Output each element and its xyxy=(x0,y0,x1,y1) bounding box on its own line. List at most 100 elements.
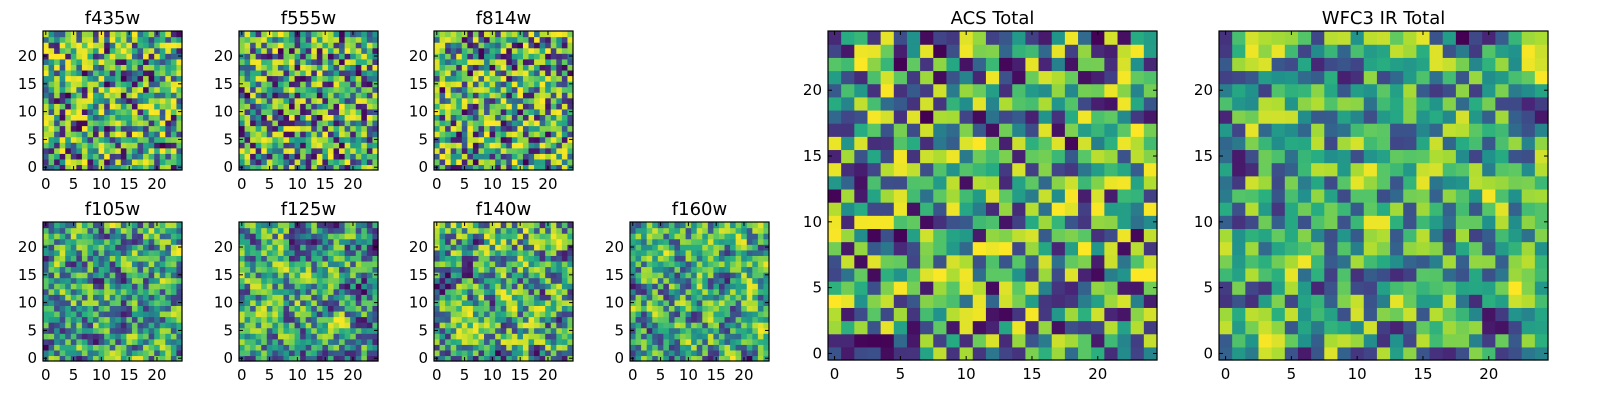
heatmap-cell xyxy=(294,327,301,334)
heatmap-cell xyxy=(439,260,446,268)
heatmap-cell xyxy=(702,238,709,245)
heatmap-cell xyxy=(70,58,77,65)
heatmap-cell xyxy=(828,202,842,216)
heatmap-cell xyxy=(300,277,307,284)
heatmap-cell xyxy=(434,294,441,301)
heatmap-cell xyxy=(333,131,340,138)
heatmap-cell xyxy=(630,316,637,323)
heatmap-cell xyxy=(495,47,502,54)
heatmap-cell xyxy=(272,355,279,362)
heatmap-cell xyxy=(311,310,318,318)
heatmap-cell xyxy=(93,97,100,104)
heatmap-cell xyxy=(511,108,518,115)
heatmap-cell xyxy=(311,92,318,99)
heatmap-cell xyxy=(1104,294,1119,308)
heatmap-cell xyxy=(255,42,262,49)
heatmap-cell xyxy=(316,283,323,290)
heatmap-cell xyxy=(266,58,273,65)
heatmap-cell xyxy=(316,305,323,312)
heatmap-cell xyxy=(511,355,518,362)
heatmap-cell xyxy=(289,299,296,306)
heatmap-cell xyxy=(327,255,335,262)
heatmap-cell xyxy=(109,355,116,362)
heatmap-cell xyxy=(495,36,502,43)
heatmap-cell xyxy=(170,158,178,166)
heatmap-cell xyxy=(154,125,161,132)
heatmap-cell xyxy=(724,338,731,345)
heatmap-cell xyxy=(327,147,335,154)
heatmap-cell xyxy=(517,108,524,115)
heatmap-cell xyxy=(556,92,563,99)
heatmap-cell xyxy=(545,131,552,138)
heatmap-cell xyxy=(1104,241,1119,256)
heatmap-cell xyxy=(159,338,166,345)
heatmap-cell xyxy=(277,255,285,262)
heatmap-cell xyxy=(165,249,172,256)
heatmap-cell xyxy=(522,103,530,110)
heatmap-cell xyxy=(506,153,513,160)
heatmap-cell xyxy=(327,355,335,362)
heatmap-cell xyxy=(467,238,474,245)
heatmap-cell xyxy=(154,233,161,240)
heatmap-cell xyxy=(339,47,346,54)
heatmap-cell xyxy=(131,310,139,318)
heatmap-cell xyxy=(1051,320,1066,335)
heatmap-cell xyxy=(81,327,89,334)
heatmap-cell xyxy=(439,108,446,115)
heatmap-cell xyxy=(500,288,507,295)
y-tick-label: 10 xyxy=(409,103,428,121)
heatmap-cell xyxy=(1078,254,1092,269)
heatmap-cell xyxy=(115,64,122,71)
heatmap-cell xyxy=(467,327,474,334)
heatmap-cell xyxy=(713,255,720,262)
heatmap-cell xyxy=(545,136,552,143)
heatmap-cell xyxy=(65,277,72,284)
heatmap-cell xyxy=(250,266,257,273)
heatmap-cell xyxy=(746,260,753,268)
heatmap-cell xyxy=(311,75,318,82)
heatmap-cell xyxy=(668,272,676,279)
heatmap-cell xyxy=(294,294,301,301)
heatmap-cell xyxy=(333,81,340,88)
heatmap-cell xyxy=(283,114,290,121)
heatmap-cell xyxy=(137,92,144,99)
heatmap-cell xyxy=(567,333,574,340)
heatmap-cell xyxy=(450,147,457,154)
heatmap-cell xyxy=(495,322,502,329)
heatmap-cell xyxy=(550,69,557,77)
heatmap-cell xyxy=(635,310,642,318)
heatmap-cell xyxy=(539,238,546,245)
heatmap-cell xyxy=(445,227,452,234)
heatmap-cell xyxy=(506,333,513,340)
heatmap-cell xyxy=(517,69,524,77)
heatmap-cell xyxy=(339,249,346,256)
heatmap-cell xyxy=(104,327,111,334)
heatmap-cell xyxy=(239,344,246,351)
heatmap-cell xyxy=(283,260,290,268)
heatmap-cell xyxy=(277,53,285,60)
heatmap-cell xyxy=(87,333,94,340)
heatmap-cell xyxy=(707,233,714,240)
heatmap-cell xyxy=(841,162,855,177)
heatmap-cell xyxy=(450,255,457,262)
heatmap-cell xyxy=(148,103,155,110)
heatmap-cell xyxy=(322,238,329,245)
heatmap-cell xyxy=(277,86,285,93)
heatmap-cell xyxy=(283,222,290,229)
heatmap-cell xyxy=(439,333,446,340)
heatmap-cell xyxy=(730,260,737,268)
heatmap-cell xyxy=(506,81,513,88)
heatmap-cell xyxy=(176,305,183,312)
heatmap-cells xyxy=(434,222,574,362)
heatmap-cell xyxy=(724,260,731,268)
heatmap-cell xyxy=(350,316,357,323)
heatmap-cell xyxy=(522,81,530,88)
heatmap-cell xyxy=(999,333,1013,348)
heatmap-cell xyxy=(104,249,111,256)
heatmap-cell xyxy=(630,322,637,329)
heatmap-cell xyxy=(48,147,55,154)
heatmap-cell xyxy=(652,266,659,273)
heatmap-cell xyxy=(148,355,155,362)
heatmap-cell xyxy=(456,272,463,279)
heatmap-cell xyxy=(311,349,318,357)
